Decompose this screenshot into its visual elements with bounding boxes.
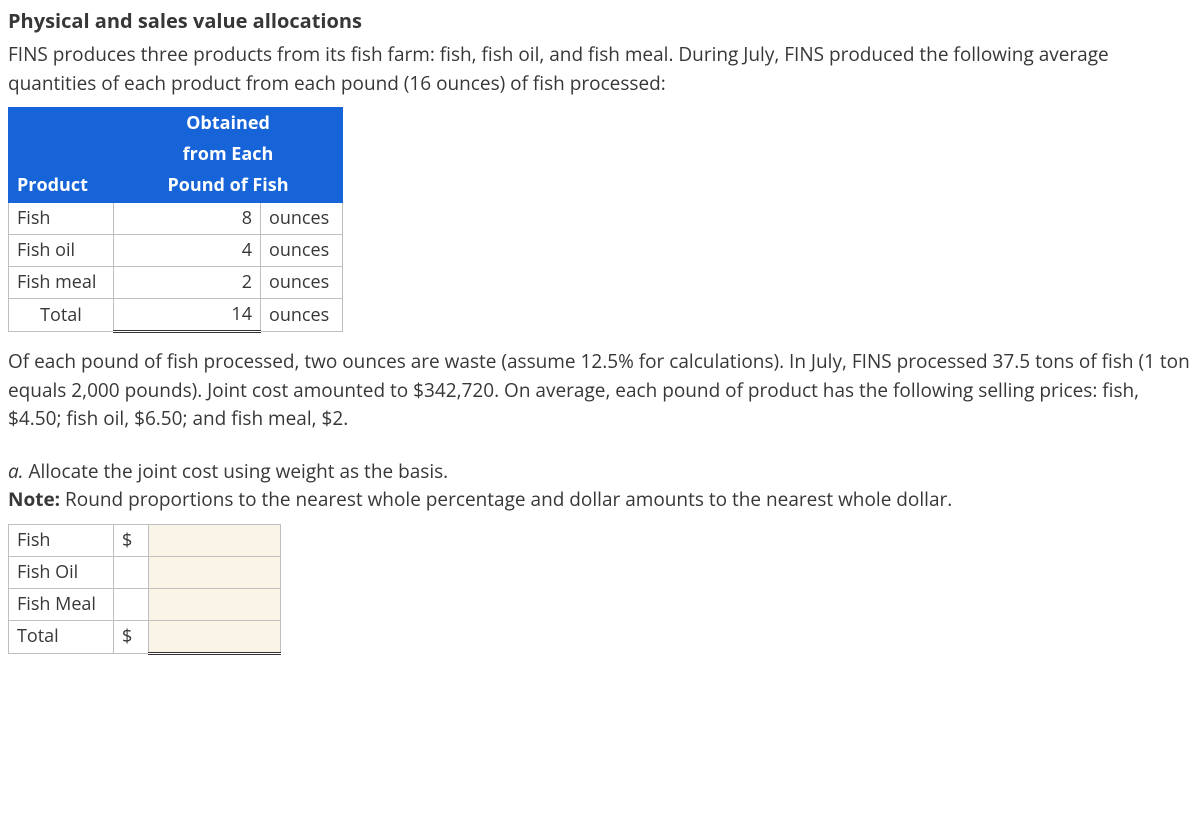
product-cell: Fish <box>9 202 114 234</box>
answer-input-fish-meal[interactable] <box>149 589 281 621</box>
answer-label: Fish <box>9 524 114 556</box>
unit-cell: ounces <box>261 202 343 234</box>
table-row: Fish Meal <box>9 589 281 621</box>
qty-cell: 2 <box>114 266 261 298</box>
table-row: Fish Oil <box>9 557 281 589</box>
dollar-sign: $ <box>114 524 149 556</box>
table-row: Fish $ <box>9 524 281 556</box>
answer-input-fish[interactable] <box>149 524 281 556</box>
product-cell: Fish meal <box>9 266 114 298</box>
answer-input-fish-oil[interactable] <box>149 557 281 589</box>
qty-cell: 4 <box>114 234 261 266</box>
total-label: Total <box>9 299 114 332</box>
total-label: Total <box>9 621 114 653</box>
question-a: a. Allocate the joint cost using weight … <box>8 457 1192 514</box>
dollar-sign <box>114 589 149 621</box>
answer-input-total[interactable] <box>149 621 281 653</box>
col-header-product: Product <box>9 108 114 203</box>
total-qty: 14 <box>114 299 261 332</box>
col-header-obtained-3: Pound of Fish <box>114 170 343 202</box>
table-total-row: Total $ <box>9 621 281 653</box>
answer-label: Fish Oil <box>9 557 114 589</box>
product-cell: Fish oil <box>9 234 114 266</box>
dollar-sign <box>114 557 149 589</box>
answer-label: Fish Meal <box>9 589 114 621</box>
total-unit: ounces <box>261 299 343 332</box>
question-letter: a. <box>8 458 24 484</box>
intro-paragraph: FINS produces three products from its fi… <box>8 40 1192 97</box>
note-label: Note: <box>8 486 60 512</box>
dollar-sign: $ <box>114 621 149 653</box>
question-text: Allocate the joint cost using weight as … <box>24 458 449 484</box>
table-row: Fish meal 2 ounces <box>9 266 343 298</box>
unit-cell: ounces <box>261 266 343 298</box>
table-row: Fish oil 4 ounces <box>9 234 343 266</box>
qty-cell: 8 <box>114 202 261 234</box>
detail-paragraph: Of each pound of fish processed, two oun… <box>8 347 1192 433</box>
table-total-row: Total 14 ounces <box>9 299 343 332</box>
answer-table: Fish $ Fish Oil Fish Meal Total $ <box>8 524 281 655</box>
col-header-obtained-2: from Each <box>114 139 343 170</box>
table-row: Fish 8 ounces <box>9 202 343 234</box>
note-text: Round proportions to the nearest whole p… <box>60 486 952 512</box>
page-title: Physical and sales value allocations <box>8 6 1192 36</box>
col-header-obtained-1: Obtained <box>114 108 343 140</box>
unit-cell: ounces <box>261 234 343 266</box>
product-table: Product Obtained from Each Pound of Fish… <box>8 107 343 333</box>
